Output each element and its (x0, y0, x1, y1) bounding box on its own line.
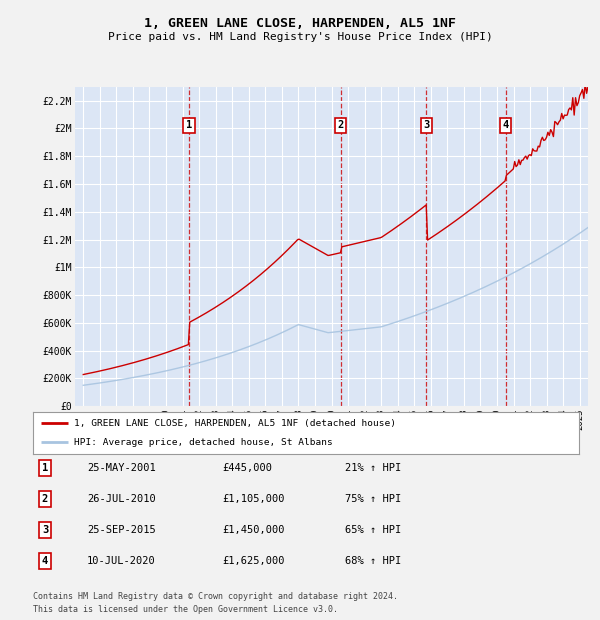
Text: This data is licensed under the Open Government Licence v3.0.: This data is licensed under the Open Gov… (33, 604, 338, 614)
Text: 10-JUL-2020: 10-JUL-2020 (87, 556, 156, 566)
Text: 25-MAY-2001: 25-MAY-2001 (87, 463, 156, 473)
Text: 3: 3 (423, 120, 430, 130)
Text: 2: 2 (338, 120, 344, 130)
Text: £445,000: £445,000 (222, 463, 272, 473)
Text: 4: 4 (502, 120, 509, 130)
Text: Price paid vs. HM Land Registry's House Price Index (HPI): Price paid vs. HM Land Registry's House … (107, 32, 493, 42)
Text: 25-SEP-2015: 25-SEP-2015 (87, 525, 156, 535)
Text: 26-JUL-2010: 26-JUL-2010 (87, 494, 156, 504)
Text: 21% ↑ HPI: 21% ↑ HPI (345, 463, 401, 473)
Text: Contains HM Land Registry data © Crown copyright and database right 2024.: Contains HM Land Registry data © Crown c… (33, 592, 398, 601)
Text: 65% ↑ HPI: 65% ↑ HPI (345, 525, 401, 535)
Text: 75% ↑ HPI: 75% ↑ HPI (345, 494, 401, 504)
Text: £1,625,000: £1,625,000 (222, 556, 284, 566)
Text: £1,105,000: £1,105,000 (222, 494, 284, 504)
Text: HPI: Average price, detached house, St Albans: HPI: Average price, detached house, St A… (74, 438, 332, 447)
Text: 4: 4 (42, 556, 48, 566)
Text: 68% ↑ HPI: 68% ↑ HPI (345, 556, 401, 566)
Text: 2: 2 (42, 494, 48, 504)
Text: 1: 1 (42, 463, 48, 473)
Text: 3: 3 (42, 525, 48, 535)
Text: 1, GREEN LANE CLOSE, HARPENDEN, AL5 1NF (detached house): 1, GREEN LANE CLOSE, HARPENDEN, AL5 1NF … (74, 418, 396, 428)
Text: 1: 1 (186, 120, 192, 130)
Text: £1,450,000: £1,450,000 (222, 525, 284, 535)
Text: 1, GREEN LANE CLOSE, HARPENDEN, AL5 1NF: 1, GREEN LANE CLOSE, HARPENDEN, AL5 1NF (144, 17, 456, 30)
